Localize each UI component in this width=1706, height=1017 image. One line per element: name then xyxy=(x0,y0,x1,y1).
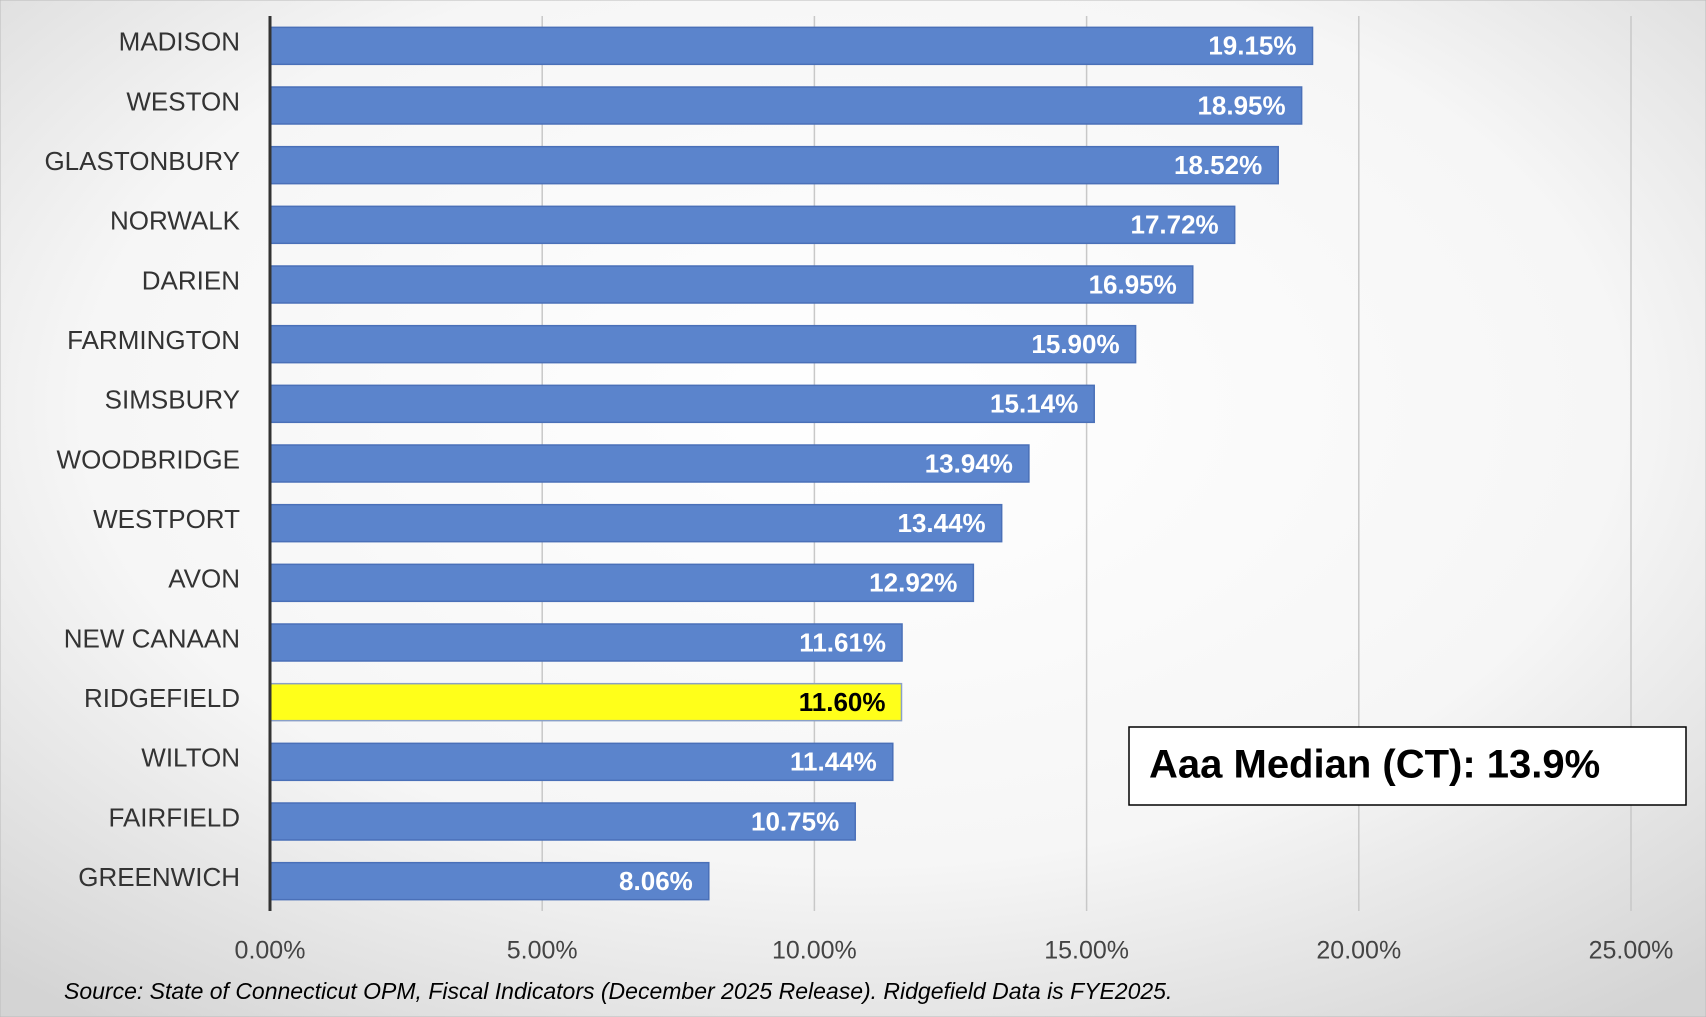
data-label: 13.94% xyxy=(925,448,1013,478)
data-label: 8.06% xyxy=(619,866,693,896)
y-tick-label: FAIRFIELD xyxy=(109,802,240,832)
data-label: 17.72% xyxy=(1130,210,1218,240)
bar xyxy=(269,265,1194,304)
x-tick-label: 15.00% xyxy=(1044,937,1129,965)
data-label: 10.75% xyxy=(751,806,839,836)
data-label: 19.15% xyxy=(1208,31,1296,61)
y-tick-label: WESTPORT xyxy=(93,504,240,534)
bar xyxy=(269,503,1003,543)
annotation: Aaa Median (CT): 13.9% xyxy=(1149,743,1600,787)
x-tick-label: 20.00% xyxy=(1316,937,1401,965)
y-tick-label: FARMINGTON xyxy=(67,325,240,355)
bar xyxy=(269,26,1314,66)
y-tick-label: GREENWICH xyxy=(78,862,240,892)
data-label: 13.44% xyxy=(897,508,985,538)
y-tick-label: DARIEN xyxy=(142,265,240,295)
data-label: 11.61% xyxy=(799,627,886,657)
data-label: 18.52% xyxy=(1174,150,1262,180)
y-tick-label: NEW CANAAN xyxy=(64,623,240,653)
x-tick-label: 5.00% xyxy=(507,937,578,965)
x-tick-label: 0.00% xyxy=(235,937,306,965)
data-label: 15.14% xyxy=(990,389,1078,419)
bar xyxy=(269,205,1236,245)
source-note: Source: State of Connecticut OPM, Fiscal… xyxy=(64,978,1172,1004)
annotation-box xyxy=(1128,726,1687,806)
bar xyxy=(269,384,1095,424)
bar xyxy=(269,324,1137,364)
y-tick-label: WOODBRIDGE xyxy=(57,444,240,474)
bar xyxy=(269,145,1279,185)
y-tick-label: NORWALK xyxy=(110,206,241,236)
data-label: 11.60% xyxy=(799,687,886,717)
bar xyxy=(269,742,894,782)
y-tick-label: MADISON xyxy=(119,27,240,57)
y-tick-label: GLASTONBURY xyxy=(44,146,240,176)
y-tick-label: RIDGEFIELD xyxy=(84,683,240,713)
bar xyxy=(269,623,903,662)
bar xyxy=(269,682,903,722)
data-label: 15.90% xyxy=(1031,329,1119,359)
y-tick-label: WILTON xyxy=(141,743,240,773)
bar xyxy=(269,563,975,603)
data-label: 12.92% xyxy=(869,568,957,598)
bar xyxy=(269,444,1030,483)
y-tick-label: SIMSBURY xyxy=(105,385,240,415)
x-tick-label: 10.00% xyxy=(772,937,857,965)
y-tick-label: WESTON xyxy=(126,86,240,116)
bar xyxy=(269,802,856,841)
bars: MADISON 19.15% WESTON 18.95% GLASTONBURY 18.5… xyxy=(44,16,1314,911)
y-tick-label: AVON xyxy=(168,564,240,594)
bar xyxy=(269,86,1303,125)
x-tick-label: 25.00% xyxy=(1589,937,1674,965)
data-label: 16.95% xyxy=(1089,269,1177,299)
data-label: 18.95% xyxy=(1197,90,1285,120)
data-label: 11.44% xyxy=(790,747,877,777)
